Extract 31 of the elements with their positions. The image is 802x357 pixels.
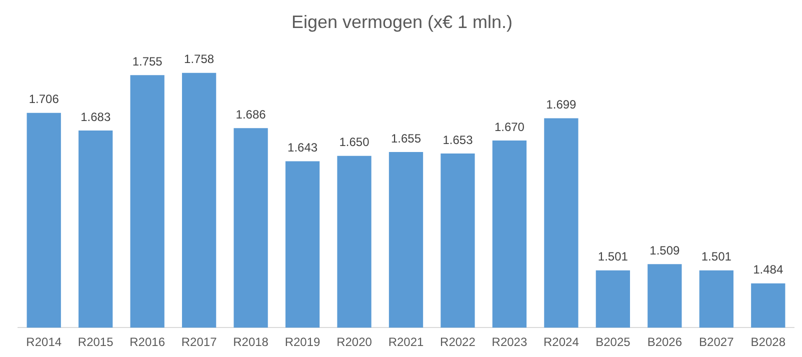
data-label: 1.706 — [28, 92, 60, 106]
data-label: 1.650 — [339, 135, 370, 150]
x-tick-label: R2021 — [388, 335, 424, 350]
data-label: 1.509 — [650, 243, 680, 258]
data-label: 1.484 — [753, 262, 784, 277]
x-tick-label: B2026 — [647, 335, 682, 350]
data-label: 1.643 — [288, 140, 318, 155]
data-label: 1.501 — [598, 250, 628, 264]
x-tick-label: B2027 — [699, 335, 734, 350]
x-tick-label: R2023 — [492, 335, 528, 350]
x-tick-label: R2015 — [78, 335, 114, 350]
data-label: 1.686 — [236, 107, 266, 122]
x-tick-label: R2022 — [440, 335, 476, 350]
x-tick-label: R2017 — [181, 335, 218, 350]
x-tick-label: R2018 — [233, 335, 269, 350]
data-label: 1.670 — [494, 120, 525, 134]
data-label: 1.755 — [132, 54, 163, 68]
x-tick-label: R2016 — [130, 335, 166, 350]
x-tick-label: R2019 — [284, 335, 321, 350]
x-tick-label: B2028 — [750, 335, 786, 350]
data-label: 1.699 — [546, 98, 577, 112]
data-label: 1.655 — [390, 131, 422, 146]
data-label: 1.653 — [442, 132, 474, 147]
x-tick-label: R2024 — [544, 335, 580, 350]
x-tick-label: B2025 — [596, 335, 631, 350]
data-label: 1.758 — [184, 52, 214, 66]
data-label: 1.501 — [701, 250, 732, 264]
x-tick-label: R2020 — [336, 335, 372, 350]
x-tick-label: R2014 — [26, 335, 62, 350]
data-label: 1.683 — [80, 110, 111, 124]
chart-title: Eigen vermogen (x€ 1 mln.) — [291, 12, 513, 32]
